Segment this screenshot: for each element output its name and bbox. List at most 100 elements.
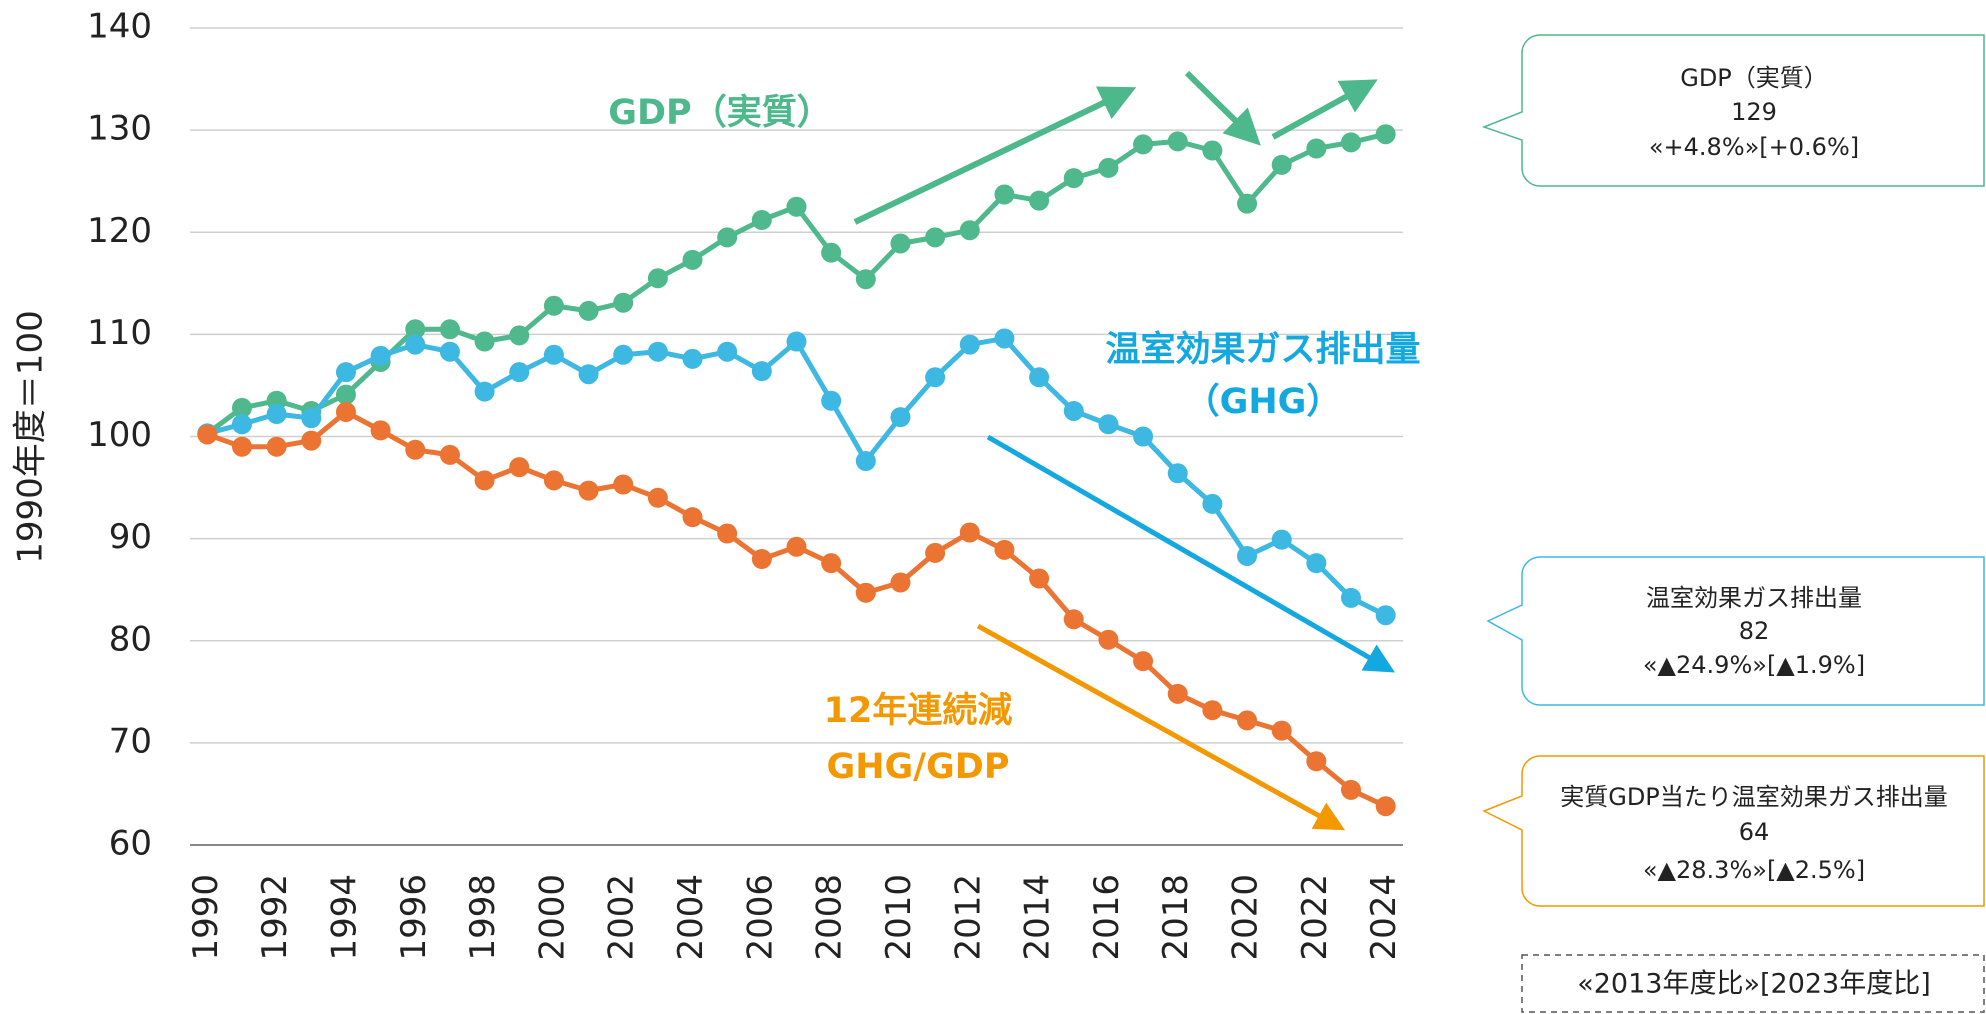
data-point (301, 430, 322, 451)
data-point (613, 344, 634, 365)
y-axis-title: 1990年度＝100 (11, 310, 51, 563)
annotation: 温室効果ガス排出量 (1105, 329, 1420, 370)
data-point (647, 487, 668, 508)
data-point (855, 269, 876, 290)
data-point (474, 470, 495, 491)
x-tick-label: 2000 (532, 874, 572, 961)
data-point (1202, 140, 1223, 161)
data-point (1237, 193, 1258, 214)
data-point (1271, 529, 1292, 550)
data-point (578, 480, 599, 501)
data-point (751, 361, 772, 382)
y-tick-label: 140 (87, 7, 152, 47)
data-point (613, 474, 634, 495)
data-point (405, 439, 426, 460)
x-tick-label: 2002 (602, 874, 642, 961)
data-point (1167, 683, 1188, 704)
data-point (474, 381, 495, 402)
x-tick-label: 2008 (810, 874, 850, 961)
data-point (1098, 157, 1119, 178)
data-point (855, 451, 876, 472)
data-point (682, 507, 703, 528)
y-tick-label: 100 (87, 415, 152, 455)
data-point (1375, 605, 1396, 626)
callout-value: 64 (1739, 818, 1770, 846)
data-point (474, 331, 495, 352)
data-point (1375, 124, 1396, 145)
y-tick-label: 60 (109, 824, 152, 864)
y-tick-label: 80 (109, 619, 152, 659)
data-point (335, 401, 356, 422)
data-point (439, 319, 460, 340)
data-point (994, 539, 1015, 560)
annotation: （GHG） (1185, 382, 1342, 422)
data-point (1271, 720, 1292, 741)
data-point (890, 572, 911, 593)
data-point (1029, 568, 1050, 589)
data-point (509, 362, 530, 383)
x-tick-label: 2012 (948, 874, 988, 961)
data-point (994, 184, 1015, 205)
series-line (206, 409, 1387, 809)
series-line (206, 335, 1387, 618)
callout-value: 129 (1731, 98, 1777, 126)
data-point (1098, 629, 1119, 650)
data-point (959, 522, 980, 543)
x-tick-label: 2004 (671, 874, 711, 961)
data-point (613, 292, 634, 313)
data-point (335, 362, 356, 383)
data-point (1202, 700, 1223, 721)
data-point (890, 407, 911, 428)
x-tick-label: 2010 (879, 874, 919, 961)
data-point (1341, 587, 1362, 608)
data-point (1271, 154, 1292, 175)
data-point (370, 345, 391, 366)
callout-change: «▲28.3%»[▲2.5%] (1643, 856, 1865, 884)
callout-box (1486, 556, 1985, 706)
x-tick-label: 2018 (1156, 874, 1196, 961)
data-point (1133, 651, 1154, 672)
callout-box (1482, 755, 1985, 907)
callout-title: 温室効果ガス排出量 (1646, 584, 1862, 612)
data-point (405, 334, 426, 355)
data-point (543, 344, 564, 365)
x-tick-label: 2022 (1295, 874, 1335, 961)
data-point (890, 233, 911, 254)
data-point (439, 444, 460, 465)
data-point (1306, 138, 1327, 159)
data-point (231, 414, 252, 435)
data-point (1375, 796, 1396, 817)
note-box (1521, 954, 1985, 1013)
data-point (1133, 426, 1154, 447)
data-point (578, 364, 599, 385)
data-point (751, 549, 772, 570)
data-point (821, 242, 842, 263)
data-point (1167, 463, 1188, 484)
y-tick-label: 70 (109, 721, 152, 761)
data-point (959, 334, 980, 355)
arrow (853, 86, 1137, 225)
data-point (821, 390, 842, 411)
note: «2013年度比»[2023年度比] (1577, 969, 1931, 1000)
y-tick-label: 130 (87, 109, 152, 149)
x-tick-label: 1996 (394, 874, 434, 961)
data-point (335, 384, 356, 405)
data-point (1306, 751, 1327, 772)
data-point (509, 325, 530, 346)
data-point (266, 404, 287, 425)
data-point (231, 436, 252, 457)
data-point (1341, 132, 1362, 153)
data-point (301, 408, 322, 429)
arrow (1184, 70, 1261, 146)
data-point (682, 348, 703, 369)
data-point (509, 457, 530, 478)
callout-box (1481, 34, 1985, 187)
x-tick-label: 1990 (186, 874, 226, 961)
annotation: 12年連続減 (824, 691, 1013, 731)
annotation: GDP（実質） (608, 93, 831, 133)
data-point (405, 319, 426, 340)
data-point (1063, 168, 1084, 189)
data-point (1029, 190, 1050, 211)
annotation: GHG/GDP (827, 747, 1010, 787)
